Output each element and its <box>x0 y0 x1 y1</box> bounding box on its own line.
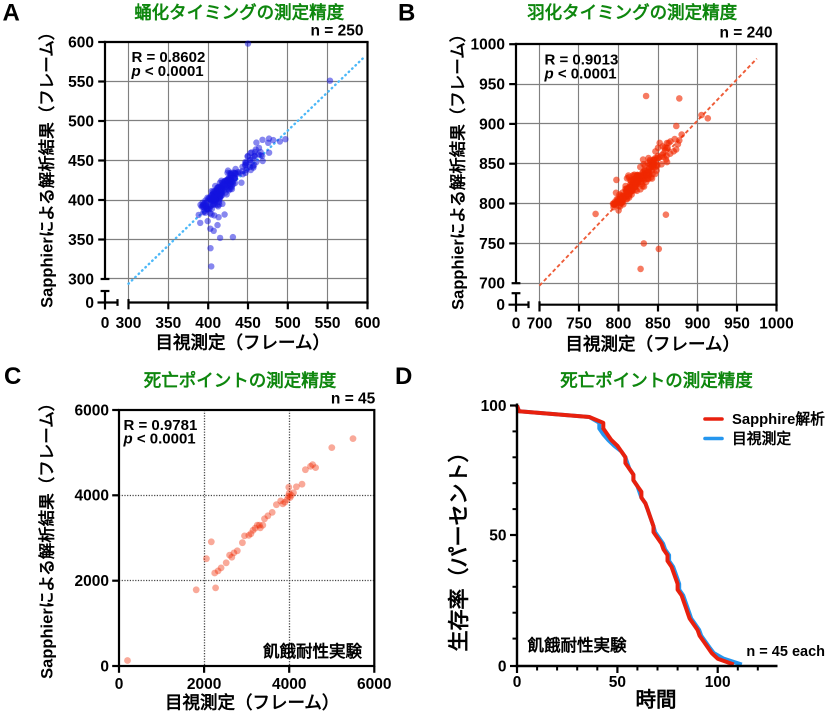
svg-text:2000: 2000 <box>75 573 109 590</box>
svg-text:R = 0.8602: R = 0.8602 <box>132 49 206 66</box>
svg-text:1000: 1000 <box>759 316 793 333</box>
svg-text:4000: 4000 <box>272 676 306 693</box>
svg-text:600: 600 <box>355 315 381 332</box>
svg-text:0: 0 <box>101 315 110 332</box>
svg-text:400: 400 <box>195 315 221 332</box>
svg-text:0: 0 <box>496 297 505 314</box>
svg-text:750: 750 <box>566 316 592 333</box>
svg-text:n = 240: n = 240 <box>720 25 773 42</box>
svg-text:n = 45 each: n = 45 each <box>746 644 825 660</box>
svg-text:100: 100 <box>705 674 731 691</box>
svg-text:700: 700 <box>527 316 553 333</box>
svg-text:700: 700 <box>479 276 505 293</box>
svg-text:死亡ポイントの測定精度: 死亡ポイントの測定精度 <box>560 371 753 391</box>
svg-text:900: 900 <box>685 316 711 333</box>
svg-text:400: 400 <box>68 192 94 209</box>
svg-text:n = 250: n = 250 <box>311 23 364 40</box>
svg-text:C: C <box>4 363 21 390</box>
svg-text:n = 45: n = 45 <box>331 391 376 408</box>
svg-text:生存率（パーセント）: 生存率（パーセント） <box>447 442 471 652</box>
svg-text:飢餓耐性実験: 飢餓耐性実験 <box>262 641 363 661</box>
svg-text:850: 850 <box>479 156 505 173</box>
svg-text:Sapphierによる解析結果（フレーム）: Sapphierによる解析結果（フレーム） <box>448 26 468 310</box>
svg-text:時間: 時間 <box>636 688 677 712</box>
svg-text:目視測定: 目視測定 <box>732 430 791 448</box>
svg-text:目視測定（フレーム）: 目視測定（フレーム） <box>566 334 740 354</box>
svg-text:550: 550 <box>68 74 94 91</box>
svg-text:死亡ポイントの測定精度: 死亡ポイントの測定精度 <box>144 371 337 391</box>
svg-text:Sapphierによる解析結果（フレーム）: Sapphierによる解析結果（フレーム） <box>37 395 57 679</box>
svg-text:0: 0 <box>513 674 522 691</box>
svg-text:350: 350 <box>155 315 181 332</box>
svg-text:350: 350 <box>68 232 94 249</box>
svg-text:p < 0.0001: p < 0.0001 <box>544 66 617 83</box>
svg-text:1000: 1000 <box>471 37 505 54</box>
svg-text:R = 0.9781: R = 0.9781 <box>124 417 198 434</box>
svg-text:6000: 6000 <box>357 676 391 693</box>
svg-text:R = 0.9013: R = 0.9013 <box>545 52 619 69</box>
svg-text:飢餓耐性実験: 飢餓耐性実験 <box>527 635 628 655</box>
svg-text:500: 500 <box>275 315 301 332</box>
svg-text:0: 0 <box>115 676 124 693</box>
svg-text:目視測定（フレーム）: 目視測定（フレーム） <box>156 333 330 353</box>
svg-text:4000: 4000 <box>75 488 109 505</box>
svg-text:p < 0.0001: p < 0.0001 <box>123 431 196 448</box>
svg-text:850: 850 <box>645 316 671 333</box>
svg-text:p < 0.0001: p < 0.0001 <box>131 63 204 80</box>
svg-text:950: 950 <box>479 77 505 94</box>
svg-text:0: 0 <box>85 295 94 312</box>
svg-text:羽化タイミングの測定精度: 羽化タイミングの測定精度 <box>527 3 737 23</box>
svg-text:600: 600 <box>68 34 94 51</box>
svg-text:100: 100 <box>481 398 507 415</box>
svg-text:50: 50 <box>609 674 626 691</box>
svg-text:0: 0 <box>100 658 109 675</box>
svg-text:550: 550 <box>315 315 341 332</box>
svg-text:500: 500 <box>68 113 94 130</box>
svg-text:50: 50 <box>489 527 506 544</box>
svg-text:450: 450 <box>235 315 261 332</box>
svg-text:950: 950 <box>724 316 750 333</box>
svg-text:A: A <box>3 0 20 27</box>
svg-text:800: 800 <box>479 196 505 213</box>
svg-text:450: 450 <box>68 153 94 170</box>
svg-text:300: 300 <box>68 271 94 288</box>
svg-text:D: D <box>395 363 412 390</box>
svg-text:750: 750 <box>479 236 505 253</box>
svg-text:2000: 2000 <box>187 676 221 693</box>
svg-text:800: 800 <box>606 316 632 333</box>
svg-text:300: 300 <box>116 315 142 332</box>
svg-text:B: B <box>398 0 415 27</box>
svg-text:目視測定（フレーム）: 目視測定（フレーム） <box>165 693 339 713</box>
svg-text:蛹化タイミングの測定精度: 蛹化タイミングの測定精度 <box>134 3 344 23</box>
svg-text:6000: 6000 <box>75 402 109 419</box>
svg-text:900: 900 <box>479 116 505 133</box>
svg-text:Sapphierによる解析結果（フレーム）: Sapphierによる解析結果（フレーム） <box>37 24 57 308</box>
svg-text:0: 0 <box>512 316 521 333</box>
svg-text:Sapphire解析: Sapphire解析 <box>732 410 825 428</box>
svg-text:0: 0 <box>498 658 507 675</box>
